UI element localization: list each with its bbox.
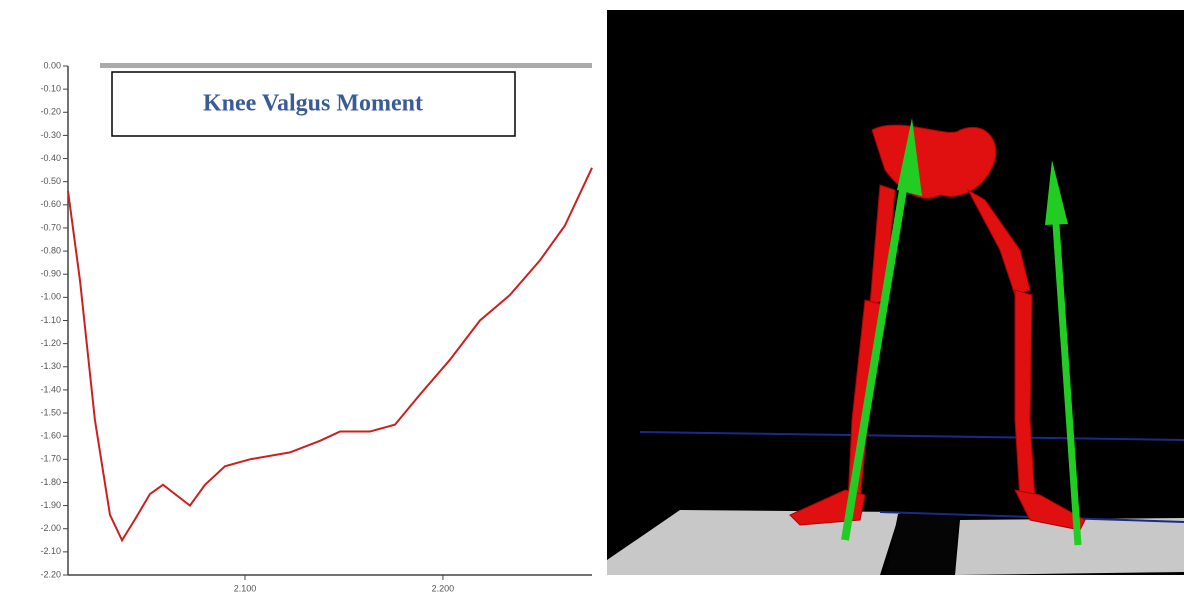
y-tick-label: -0.80 — [40, 245, 61, 255]
y-tick-label: -0.20 — [40, 107, 61, 117]
render-view — [607, 10, 1184, 575]
y-tick-label: -0.30 — [40, 130, 61, 140]
y-tick-label: -0.60 — [40, 199, 61, 209]
y-tick-label: -0.50 — [40, 176, 61, 186]
y-tick-label: -1.20 — [40, 338, 61, 348]
y-tick-label: -0.90 — [40, 269, 61, 279]
y-tick-label: -1.70 — [40, 454, 61, 464]
y-tick-label: -0.10 — [40, 84, 61, 94]
y-tick-label: -0.70 — [40, 222, 61, 232]
render-background — [607, 10, 1184, 575]
y-tick-label: -1.00 — [40, 292, 61, 302]
y-tick-label: -1.30 — [40, 361, 61, 371]
y-tick-label: -1.90 — [40, 500, 61, 510]
y-tick-label: -1.80 — [40, 477, 61, 487]
y-tick-label: -2.00 — [40, 523, 61, 533]
x-tick-label: 2.100 — [234, 583, 257, 593]
figure: 2.200 2.100 -2.20 -2.10 -2.00 -1.90 -1.80 -1.70… — [0, 0, 1184, 594]
data-line — [68, 168, 592, 540]
y-tick-label: -0.40 — [40, 153, 61, 163]
x-tick-label: 2.200 — [432, 583, 455, 593]
gap — [886, 514, 958, 575]
chart-title: Knee Valgus Moment — [203, 91, 423, 117]
y-tick-label: 0.00 — [43, 60, 61, 70]
y-tick-label: -2.10 — [40, 546, 61, 556]
y-tick-label: -1.50 — [40, 407, 61, 417]
y-tick-label: -2.20 — [40, 569, 61, 579]
y-tick-label: -1.40 — [40, 384, 61, 394]
y-tick-label: -1.10 — [40, 315, 61, 325]
top-bar — [100, 63, 592, 68]
y-tick-label: -1.60 — [40, 431, 61, 441]
line-chart: 2.200 2.100 -2.20 -2.10 -2.00 -1.90 -1.80 -1.70… — [40, 60, 592, 593]
